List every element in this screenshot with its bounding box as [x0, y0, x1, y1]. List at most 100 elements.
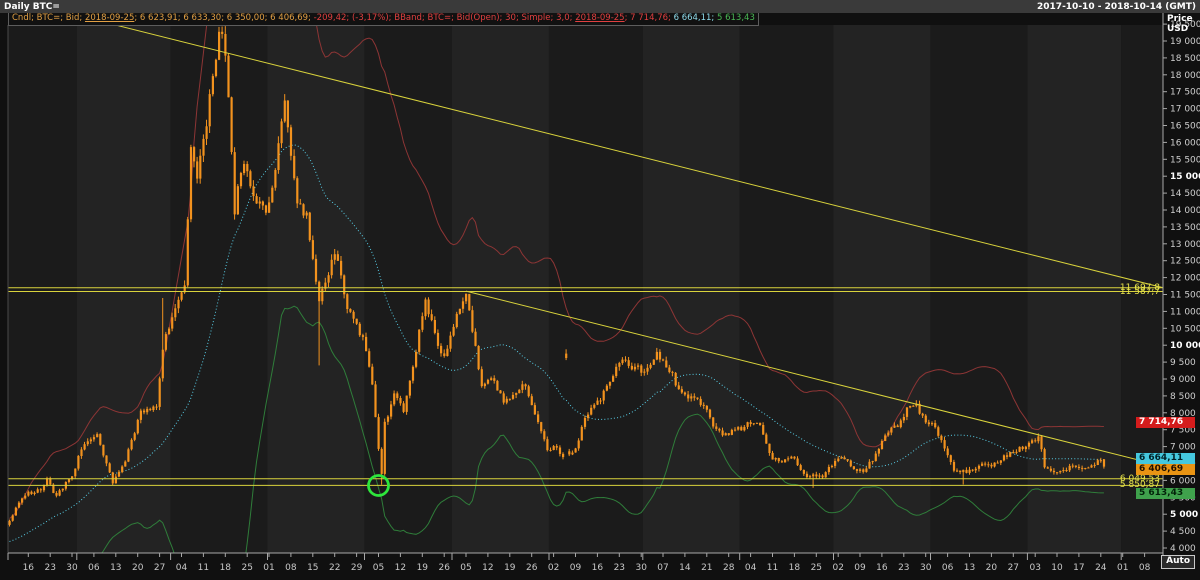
svg-text:11 000: 11 000 [1170, 307, 1200, 317]
svg-text:14: 14 [679, 563, 691, 573]
plot-content [8, 18, 1164, 553]
time-axis-ticks[interactable]: 16 23 30 06 13 20 27 04 11 18 25 01 08 15 22 29 05 12 19 26… [7, 553, 1164, 573]
svg-text:11 500: 11 500 [1170, 291, 1200, 301]
legend-part: ; 6 623,91; 6 633,30; 6 350,00; 6 406,69… [134, 13, 314, 23]
legend-part: ; 7 714,76; [624, 13, 674, 23]
svg-text:5 000: 5 000 [1170, 510, 1198, 520]
svg-text:13: 13 [964, 563, 975, 573]
svg-text:10 000: 10 000 [1170, 341, 1200, 351]
svg-text:08: 08 [1139, 563, 1151, 573]
svg-text:13: 13 [110, 563, 121, 573]
legend-part: Cndl; BTC=; Bid; [12, 13, 85, 23]
svg-text:04: 04 [745, 563, 757, 573]
svg-text:15: 15 [307, 563, 318, 573]
price-axis-unit: Price USD [1167, 14, 1193, 34]
svg-text:06: 06 [88, 563, 100, 573]
svg-text:20: 20 [132, 563, 144, 573]
svg-text:15 500: 15 500 [1170, 155, 1200, 165]
hline-lower-label-1: 6 049,53 [1119, 473, 1160, 484]
legend-part: 2018-09-25 [575, 13, 625, 23]
svg-text:23: 23 [44, 563, 55, 573]
band-upper-label: 7 714,76 [1136, 416, 1195, 428]
svg-text:09: 09 [570, 563, 582, 573]
svg-text:07: 07 [657, 563, 668, 573]
svg-text:16 500: 16 500 [1170, 122, 1200, 132]
band-lower-label: 5 613,43 [1136, 488, 1195, 499]
svg-text:02: 02 [548, 563, 559, 573]
svg-text:04: 04 [176, 563, 188, 573]
svg-text:17 500: 17 500 [1170, 88, 1200, 98]
hline-lower-label-2: 5 850,87 [1119, 480, 1160, 491]
svg-text:12 500: 12 500 [1170, 257, 1200, 267]
auto-scale-button[interactable]: Auto [1161, 555, 1195, 569]
title-bar: Daily BTC= 2017-10-10 - 2018-10-14 (GMT) [0, 0, 1200, 13]
svg-text:17: 17 [1073, 563, 1084, 573]
svg-text:01: 01 [263, 563, 274, 573]
svg-text:19: 19 [417, 563, 429, 573]
bollinger-lower-band [101, 305, 1104, 553]
band-middle-label: 6 664,11 [1136, 452, 1195, 464]
svg-text:30: 30 [920, 563, 932, 573]
svg-text:13 500: 13 500 [1170, 223, 1200, 233]
svg-text:05: 05 [373, 563, 384, 573]
svg-text:15 000: 15 000 [1170, 172, 1200, 182]
svg-text:17 000: 17 000 [1170, 105, 1200, 115]
svg-text:18: 18 [220, 563, 232, 573]
legend-part: 2018-09-25 [84, 13, 135, 23]
date-range: 2017-10-10 - 2018-10-14 (GMT) [1037, 1, 1196, 12]
price-axis-currency: USD [1167, 24, 1189, 34]
bollinger-middle-band [9, 144, 1104, 542]
svg-text:9 500: 9 500 [1170, 358, 1196, 368]
svg-text:27: 27 [1008, 563, 1019, 573]
svg-text:16: 16 [876, 563, 888, 573]
horizontal-price-lines[interactable] [8, 287, 1163, 486]
svg-text:19 000: 19 000 [1170, 37, 1200, 47]
svg-text:7 500: 7 500 [1170, 426, 1196, 436]
svg-text:9 000: 9 000 [1170, 375, 1196, 385]
svg-text:26: 26 [438, 563, 450, 573]
trend-lines[interactable] [88, 18, 1164, 467]
svg-text:25: 25 [811, 563, 822, 573]
svg-text:27: 27 [154, 563, 165, 573]
svg-text:10: 10 [1051, 563, 1063, 573]
svg-text:28: 28 [723, 563, 735, 573]
price-axis-title: Price [1167, 14, 1193, 24]
svg-text:24: 24 [1095, 563, 1107, 573]
svg-text:29: 29 [351, 563, 363, 573]
svg-text:16 000: 16 000 [1170, 138, 1200, 148]
svg-text:22: 22 [329, 563, 340, 573]
legend-part: BBand; BTC=; Bid(Open); 30; Simple; 3,0; [394, 13, 576, 23]
svg-text:20: 20 [986, 563, 998, 573]
svg-text:01: 01 [1117, 563, 1128, 573]
svg-text:05: 05 [460, 563, 471, 573]
svg-text:6 000: 6 000 [1170, 476, 1196, 486]
svg-text:09: 09 [854, 563, 866, 573]
last-price-label: 6 406,69 [1136, 464, 1195, 476]
svg-text:4 000: 4 000 [1170, 544, 1196, 554]
svg-text:26: 26 [526, 563, 538, 573]
legend-part: 6 664,11; [673, 13, 717, 23]
svg-text:13 000: 13 000 [1170, 240, 1200, 250]
svg-text:11: 11 [198, 563, 209, 573]
svg-text:03: 03 [1029, 563, 1040, 573]
hline-upper-label-2: 11 587,7 [1119, 286, 1160, 297]
svg-text:23: 23 [898, 563, 909, 573]
svg-text:21: 21 [701, 563, 712, 573]
svg-text:8 500: 8 500 [1170, 392, 1196, 402]
svg-text:18 000: 18 000 [1170, 71, 1200, 81]
svg-text:25: 25 [241, 563, 252, 573]
svg-text:4 500: 4 500 [1170, 527, 1196, 537]
legend-box[interactable]: Cndl; BTC=; Bid; 2018-09-25; 6 623,91; 6… [8, 13, 759, 26]
svg-text:06: 06 [942, 563, 954, 573]
svg-text:08: 08 [285, 563, 297, 573]
svg-text:12 000: 12 000 [1170, 274, 1200, 284]
svg-text:30: 30 [635, 563, 647, 573]
svg-text:10 500: 10 500 [1170, 324, 1200, 334]
chart-title: Daily BTC= [4, 1, 60, 12]
svg-text:12: 12 [395, 563, 406, 573]
svg-text:16: 16 [23, 563, 35, 573]
circle-annotation[interactable] [367, 474, 390, 497]
svg-text:23: 23 [614, 563, 625, 573]
